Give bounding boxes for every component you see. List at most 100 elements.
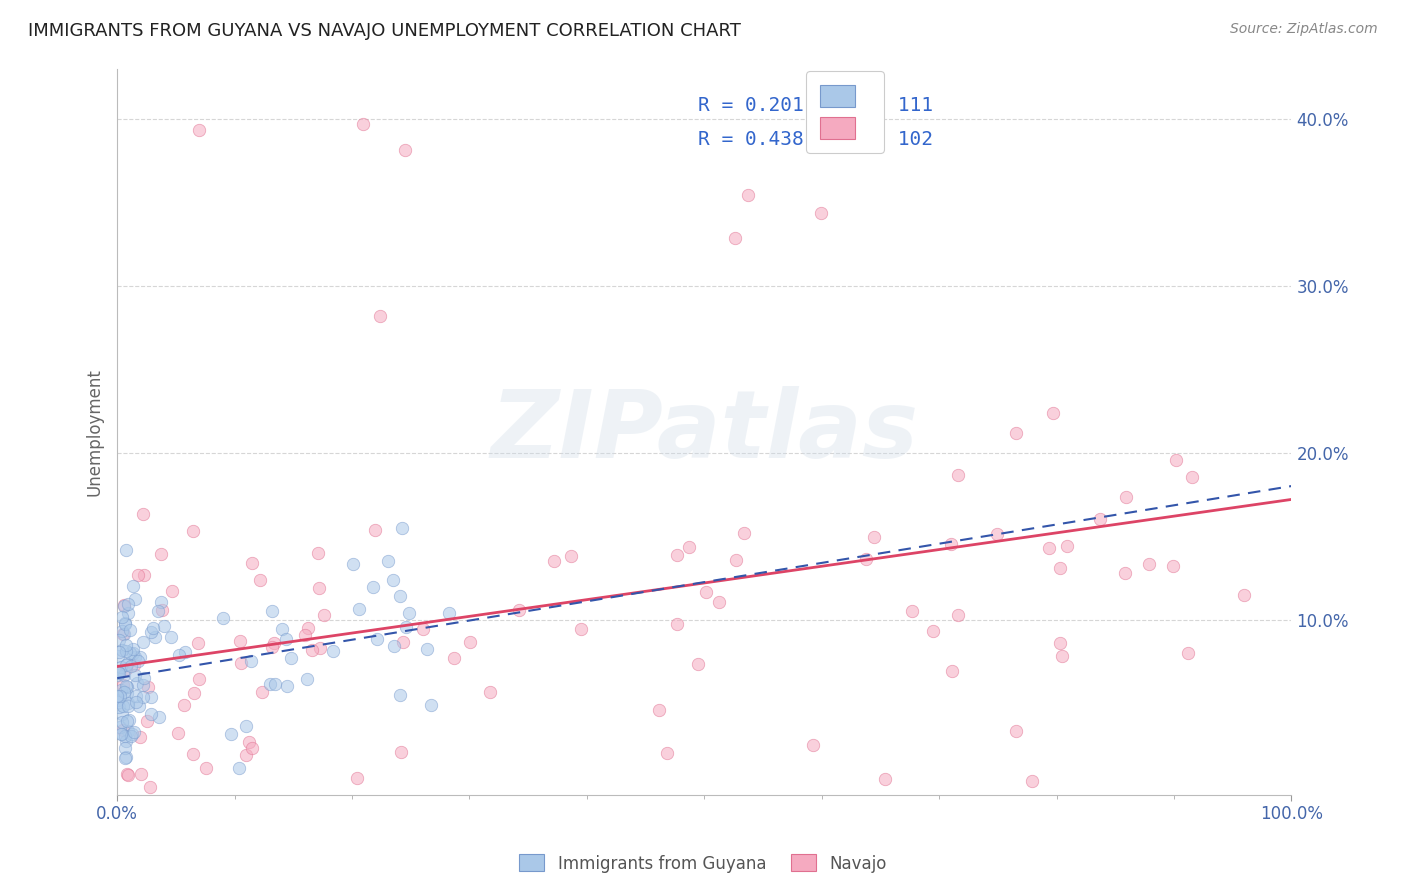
- Point: [117, 696, 139, 710]
- Point: [1049, 561, 1071, 575]
- Point: [389, 746, 412, 760]
- Point: [297, 621, 319, 635]
- Point: [276, 680, 298, 694]
- Point: [301, 642, 323, 657]
- Point: [114, 740, 136, 755]
- Point: [242, 741, 264, 756]
- Text: Source: ZipAtlas.com: Source: ZipAtlas.com: [1230, 22, 1378, 37]
- Point: [110, 727, 132, 741]
- Point: [235, 718, 257, 732]
- Point: [1177, 646, 1199, 660]
- Y-axis label: Unemployment: Unemployment: [86, 368, 103, 496]
- Point: [114, 729, 136, 743]
- Point: [194, 761, 217, 775]
- Point: [478, 685, 501, 699]
- Point: [143, 630, 166, 644]
- Point: [260, 604, 283, 618]
- Point: [240, 557, 263, 571]
- Point: [111, 706, 134, 721]
- Point: [737, 187, 759, 202]
- Point: [115, 657, 138, 671]
- Point: [508, 603, 530, 617]
- Point: [107, 692, 129, 706]
- Point: [173, 698, 195, 712]
- Point: [139, 706, 162, 721]
- Point: [420, 698, 443, 712]
- Point: [125, 676, 148, 690]
- Point: [114, 733, 136, 747]
- Point: [308, 582, 330, 596]
- Point: [389, 590, 412, 604]
- Point: [111, 624, 134, 638]
- Point: [139, 780, 162, 794]
- Point: [121, 727, 143, 741]
- Point: [120, 730, 142, 744]
- Point: [117, 597, 139, 611]
- Point: [129, 649, 152, 664]
- Point: [125, 695, 148, 709]
- Point: [107, 665, 129, 679]
- Point: [110, 720, 132, 734]
- Point: [416, 642, 439, 657]
- Point: [394, 143, 416, 157]
- Point: [139, 625, 162, 640]
- Point: [443, 651, 465, 665]
- Point: [948, 607, 970, 622]
- Point: [941, 664, 963, 678]
- Point: [146, 604, 169, 618]
- Point: [260, 640, 283, 654]
- Point: [114, 750, 136, 764]
- Point: [249, 574, 271, 588]
- Point: [437, 606, 460, 620]
- Point: [107, 668, 129, 682]
- Point: [187, 123, 209, 137]
- Point: [873, 772, 896, 786]
- Point: [115, 680, 138, 694]
- Point: [392, 635, 415, 649]
- Point: [110, 682, 132, 697]
- Point: [132, 507, 155, 521]
- Point: [115, 643, 138, 657]
- Point: [228, 761, 250, 775]
- Point: [128, 698, 150, 713]
- Point: [250, 685, 273, 699]
- Point: [122, 642, 145, 657]
- Point: [1004, 724, 1026, 739]
- Point: [108, 699, 131, 714]
- Point: [1114, 566, 1136, 581]
- Point: [111, 610, 134, 624]
- Point: [1005, 425, 1028, 440]
- Point: [1049, 636, 1071, 650]
- Point: [263, 636, 285, 650]
- Point: [352, 117, 374, 131]
- Point: [117, 698, 139, 713]
- Point: [183, 524, 205, 538]
- Point: [160, 630, 183, 644]
- Point: [259, 677, 281, 691]
- Point: [183, 686, 205, 700]
- Point: [560, 549, 582, 563]
- Point: [219, 727, 242, 741]
- Point: [391, 521, 413, 535]
- Legend: Immigrants from Guyana, Navajo: Immigrants from Guyana, Navajo: [513, 847, 893, 880]
- Point: [1181, 470, 1204, 484]
- Point: [678, 541, 700, 555]
- Point: [280, 651, 302, 665]
- Point: [1050, 648, 1073, 663]
- Point: [543, 553, 565, 567]
- Point: [322, 644, 344, 658]
- Point: [112, 678, 135, 692]
- Point: [1139, 558, 1161, 572]
- Point: [122, 646, 145, 660]
- Point: [655, 746, 678, 760]
- Text: R = 0.438   N =  102: R = 0.438 N = 102: [699, 130, 934, 149]
- Point: [108, 666, 131, 681]
- Point: [115, 542, 138, 557]
- Point: [112, 668, 135, 682]
- Point: [1056, 540, 1078, 554]
- Point: [187, 636, 209, 650]
- Point: [238, 735, 260, 749]
- Point: [132, 671, 155, 685]
- Point: [114, 616, 136, 631]
- Point: [263, 676, 285, 690]
